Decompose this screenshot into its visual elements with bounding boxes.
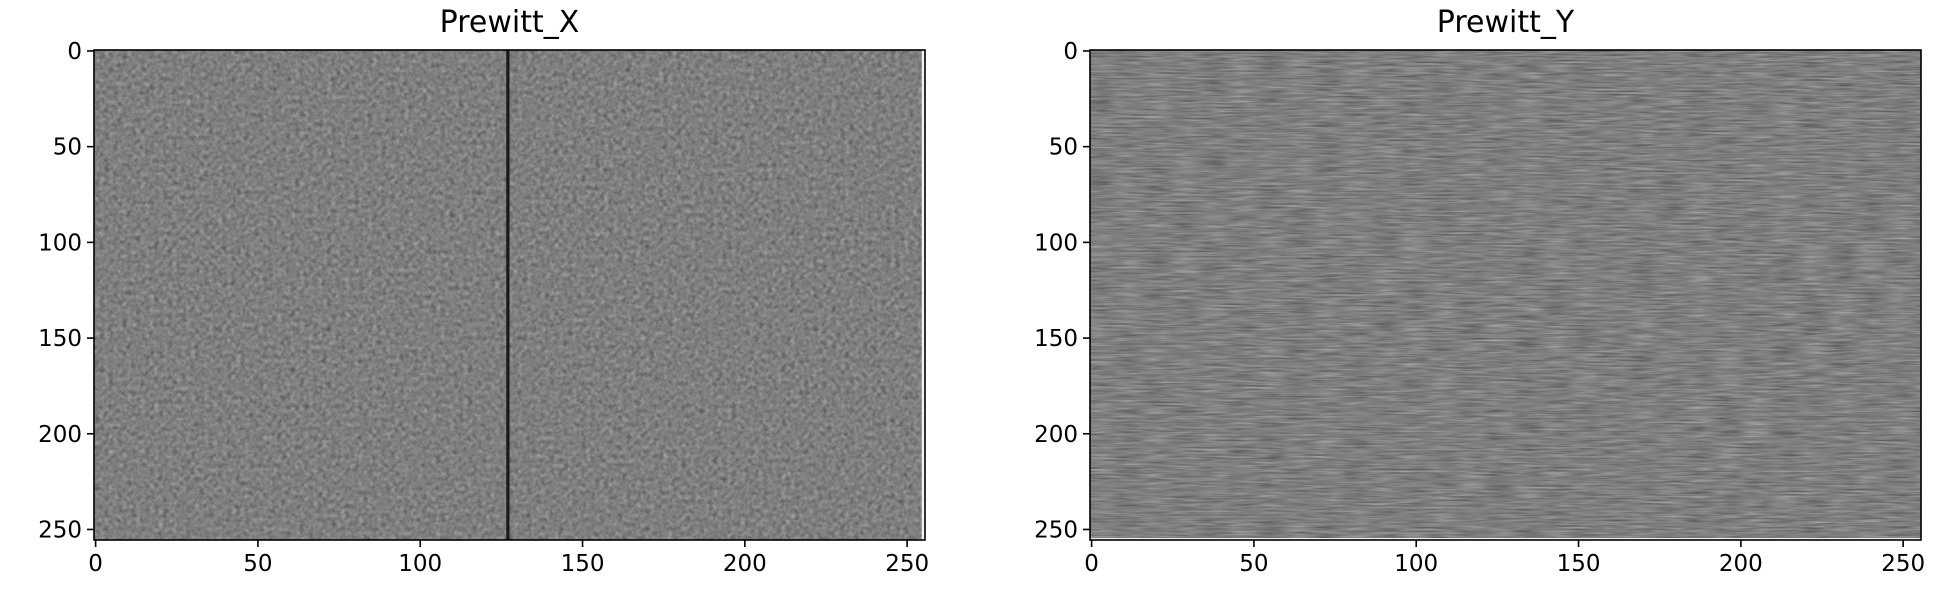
x-tick-label: 100 (1394, 551, 1438, 577)
x-tick-label: 0 (1084, 551, 1099, 577)
y-tick-label: 100 (38, 230, 82, 256)
x-tick-label: 50 (1239, 551, 1268, 577)
y-tick-label: 150 (1034, 326, 1078, 352)
y-tick-label: 50 (1049, 135, 1078, 161)
panel-title: Prewitt_X (440, 5, 580, 40)
y-tick-label: 50 (53, 135, 82, 161)
x-tick-label: 100 (398, 551, 442, 577)
x-tick-label: 250 (1881, 551, 1925, 577)
x-tick-label: 250 (885, 551, 929, 577)
x-tick-label: 0 (88, 551, 103, 577)
image-noise (1090, 50, 1921, 540)
y-tick-label: 0 (1063, 39, 1078, 65)
image-area (94, 50, 925, 540)
y-tick-label: 250 (1034, 517, 1078, 543)
edge-line-horizontal (1090, 538, 1921, 540)
axes-frame (93, 49, 926, 541)
y-tick-label: 200 (1034, 422, 1078, 448)
axes-frame (1089, 49, 1922, 541)
y-tick-label: 100 (1034, 230, 1078, 256)
panel-title: Prewitt_Y (1437, 5, 1575, 40)
y-tick-label: 0 (67, 39, 82, 65)
x-tick-label: 150 (561, 551, 605, 577)
x-tick-label: 200 (1719, 551, 1763, 577)
y-tick-label: 150 (38, 326, 82, 352)
x-tick-label: 200 (723, 551, 767, 577)
x-tick-label: 150 (1557, 551, 1601, 577)
y-tick-label: 200 (38, 422, 82, 448)
image-area (1090, 50, 1921, 540)
y-tick-label: 250 (38, 517, 82, 543)
edge-line-vertical (921, 50, 925, 540)
feature-layer (506, 50, 925, 540)
feature-layer (1090, 538, 1921, 540)
x-tick-label: 50 (243, 551, 272, 577)
edge-line-vertical (506, 50, 510, 540)
